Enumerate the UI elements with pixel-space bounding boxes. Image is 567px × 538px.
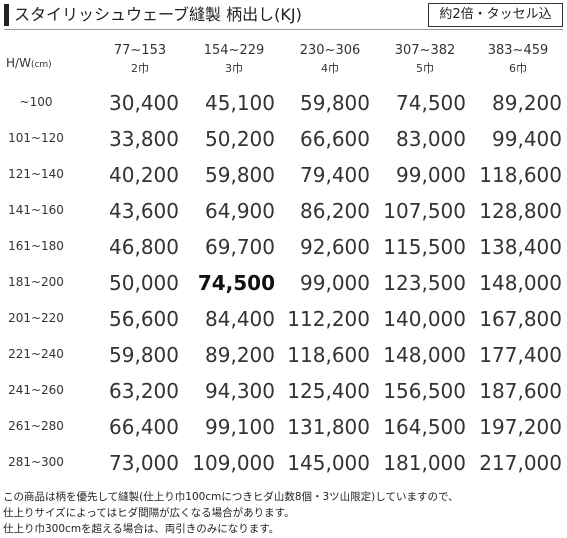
note: 仕上りサイズによってはヒダ間隔が広くなる場合があります。 xyxy=(3,507,295,519)
price-cell: 118,600 xyxy=(479,163,562,187)
price-cell: 99,100 xyxy=(205,415,275,439)
price-cell: 128,800 xyxy=(479,199,562,223)
row-label: 281~300 xyxy=(8,455,64,469)
price-cell: 89,200 xyxy=(492,91,562,115)
row-label: 221~240 xyxy=(8,347,64,361)
note: 仕上り巾300cmを超える場合は、両引きのみになります。 xyxy=(3,523,280,535)
price-cell: 125,400 xyxy=(287,379,370,403)
column-width: 3巾 xyxy=(225,62,243,75)
price-cell: 92,600 xyxy=(300,235,370,259)
row-label: ~100 xyxy=(19,95,53,109)
price-cell: 64,900 xyxy=(205,199,275,223)
row-label: 121~140 xyxy=(8,167,64,181)
price-cell: 107,500 xyxy=(383,199,466,223)
price-cell: 156,500 xyxy=(383,379,466,403)
price-cell: 40,200 xyxy=(109,163,179,187)
price-cell: 50,200 xyxy=(205,127,275,151)
corner-label: H/W(cm) xyxy=(6,56,52,70)
price-cell: 73,000 xyxy=(109,451,179,475)
price-cell: 148,000 xyxy=(479,271,562,295)
price-cell: 109,000 xyxy=(192,451,275,475)
price-cell: 43,600 xyxy=(109,199,179,223)
corner-unit: (cm) xyxy=(30,60,52,70)
price-cell: 45,100 xyxy=(205,91,275,115)
price-cell: 148,000 xyxy=(383,343,466,367)
row-label: 241~260 xyxy=(8,383,64,397)
price-cell: 115,500 xyxy=(383,235,466,259)
price-cell: 118,600 xyxy=(287,343,370,367)
price-cell: 131,800 xyxy=(287,415,370,439)
price-cell: 33,800 xyxy=(109,127,179,151)
row-label: 181~200 xyxy=(8,275,64,289)
row-label: 101~120 xyxy=(8,131,64,145)
price-cell: 99,000 xyxy=(300,271,370,295)
price-cell: 63,200 xyxy=(109,379,179,403)
price-cell: 59,800 xyxy=(205,163,275,187)
price-cell: 138,400 xyxy=(479,235,562,259)
price-cell: 50,000 xyxy=(109,271,179,295)
price-cell: 145,000 xyxy=(287,451,370,475)
price-cell: 59,800 xyxy=(300,91,370,115)
row-label: 261~280 xyxy=(8,419,64,433)
price-cell: 112,200 xyxy=(287,307,370,331)
row-label: 141~160 xyxy=(8,203,64,217)
note: この商品は柄を優先して縫製(仕上り巾100cmにつきヒダ山数8個・3ツ山限定)し… xyxy=(3,491,459,503)
price-cell: 56,600 xyxy=(109,307,179,331)
column-width: 5巾 xyxy=(416,62,434,75)
price-cell: 99,000 xyxy=(396,163,466,187)
price-cell: 123,500 xyxy=(383,271,466,295)
price-cell: 46,800 xyxy=(109,235,179,259)
price-cell: 187,600 xyxy=(479,379,562,403)
title-rule xyxy=(4,29,563,30)
badge: 約2倍・タッセル込 xyxy=(428,3,563,27)
column-width: 4巾 xyxy=(321,62,339,75)
price-cell: 79,400 xyxy=(300,163,370,187)
price-cell: 197,200 xyxy=(479,415,562,439)
row-label: 201~220 xyxy=(8,311,64,325)
price-cell: 177,400 xyxy=(479,343,562,367)
price-cell: 94,300 xyxy=(205,379,275,403)
price-cell: 167,800 xyxy=(479,307,562,331)
column-width: 2巾 xyxy=(131,62,149,75)
column-range: 77~153 xyxy=(113,43,167,58)
price-cell: 181,000 xyxy=(383,451,466,475)
price-cell: 59,800 xyxy=(109,343,179,367)
price-cell: 30,400 xyxy=(109,91,179,115)
column-range: 230~306 xyxy=(299,43,361,58)
price-cell: 74,500 xyxy=(396,91,466,115)
price-cell: 164,500 xyxy=(383,415,466,439)
price-cell: 140,000 xyxy=(383,307,466,331)
price-cell: 89,200 xyxy=(205,343,275,367)
title-bar xyxy=(4,4,9,26)
price-cell: 86,200 xyxy=(300,199,370,223)
corner-main: H/W xyxy=(6,56,31,70)
column-width: 6巾 xyxy=(509,62,527,75)
column-range: 383~459 xyxy=(487,43,549,58)
price-cell: 74,500 xyxy=(197,271,275,295)
price-cell: 99,400 xyxy=(492,127,562,151)
column-range: 154~229 xyxy=(203,43,265,58)
price-cell: 66,400 xyxy=(109,415,179,439)
title: スタイリッシュウェーブ縫製 柄出し(KJ) xyxy=(14,5,302,24)
row-label: 161~180 xyxy=(8,239,64,253)
price-cell: 83,000 xyxy=(396,127,466,151)
price-cell: 69,700 xyxy=(205,235,275,259)
column-range: 307~382 xyxy=(394,43,456,58)
price-cell: 84,400 xyxy=(205,307,275,331)
price-cell: 217,000 xyxy=(479,451,562,475)
price-cell: 66,600 xyxy=(300,127,370,151)
